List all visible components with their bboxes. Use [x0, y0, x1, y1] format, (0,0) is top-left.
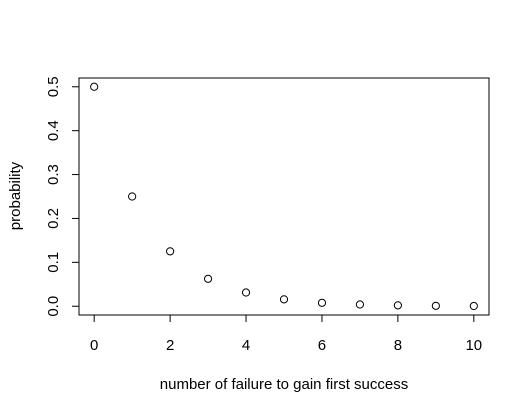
- y-tick-label: 0.1: [45, 252, 62, 273]
- x-tick-label: 10: [465, 337, 482, 354]
- x-axis-label: number of failure to gain first success: [160, 376, 408, 393]
- x-tick-label: 8: [394, 337, 402, 354]
- plot-frame: [79, 78, 489, 315]
- x-tick-label: 2: [166, 337, 174, 354]
- y-axis: 0.0 0.1 0.2 0.3 0.4 0.5: [45, 76, 79, 316]
- x-tick-label: 0: [90, 337, 98, 354]
- data-point: [129, 193, 136, 200]
- data-point: [204, 275, 211, 282]
- data-point: [280, 296, 287, 303]
- data-point: [470, 302, 477, 309]
- data-point: [318, 299, 325, 306]
- data-point: [356, 301, 363, 308]
- y-tick-label: 0.3: [45, 164, 62, 185]
- data-point: [432, 302, 439, 309]
- data-point: [91, 83, 98, 90]
- x-tick-label: 6: [318, 337, 326, 354]
- y-tick-label: 0.2: [45, 208, 62, 229]
- x-tick-label: 4: [242, 337, 250, 354]
- data-point: [394, 302, 401, 309]
- data-point: [167, 248, 174, 255]
- y-tick-label: 0.4: [45, 120, 62, 141]
- y-tick-label: 0.5: [45, 76, 62, 97]
- data-point: [242, 289, 249, 296]
- x-axis: 0 2 4 6 8 10: [90, 315, 482, 354]
- y-axis-label: probability: [7, 161, 24, 230]
- y-tick-label: 0.0: [45, 296, 62, 317]
- data-points: [91, 83, 478, 309]
